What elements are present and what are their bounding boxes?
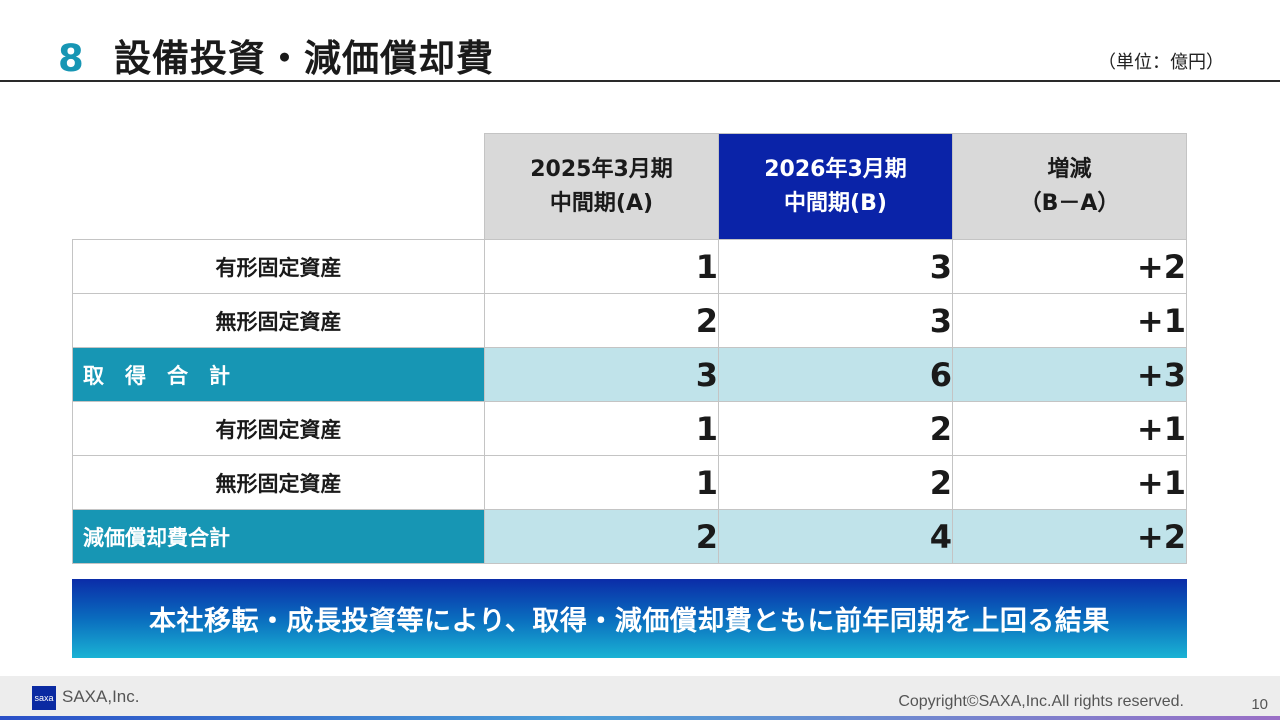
table-subtotal-row: 減価償却費合計 2 4 +2: [72, 509, 1187, 564]
column-header-line: 中間期(B): [784, 190, 887, 216]
table-row: 無形固定資産 2 3 +1: [72, 293, 1187, 348]
value-change: +1: [952, 401, 1187, 456]
page-title: 設備投資・減価償却費: [114, 37, 494, 80]
table-row: 無形固定資産 1 2 +1: [72, 455, 1187, 510]
value-current-period: 2: [718, 401, 953, 456]
value-prior-period: 1: [484, 239, 719, 294]
value-prior-period: 2: [484, 509, 719, 564]
value-change: +3: [952, 347, 1187, 402]
row-label: 無形固定資産: [72, 293, 485, 348]
column-header-line: 増減: [1047, 156, 1092, 182]
value-prior-period: 3: [484, 347, 719, 402]
company-name: SAXA,Inc.: [62, 687, 140, 706]
row-label: 有形固定資産: [72, 239, 485, 294]
capex-depreciation-table: 2025年3月期 中間期(A) 2026年3月期 中間期(B) 増減 （B－A）…: [72, 133, 1187, 564]
value-prior-period: 2: [484, 293, 719, 348]
copyright-notice: Copyright©SAXA,Inc.All rights reserved.: [898, 693, 1184, 710]
value-prior-period: 1: [484, 401, 719, 456]
column-header-current-period: 2026年3月期 中間期(B): [718, 133, 953, 240]
column-header-prior-period: 2025年3月期 中間期(A): [484, 133, 719, 240]
page-number: 10: [1251, 696, 1268, 713]
title-divider: [0, 80, 1280, 82]
header-blank-cell: [73, 134, 485, 240]
table-subtotal-row: 取 得 合 計 3 6 +3: [72, 347, 1187, 402]
value-change: +1: [952, 293, 1187, 348]
row-label: 取 得 合 計: [72, 347, 485, 402]
section-number: 8: [58, 37, 84, 80]
column-header-line: 中間期(A): [549, 190, 654, 216]
column-header-line: 2026年3月期: [764, 156, 907, 182]
column-header-change: 増減 （B－A）: [952, 133, 1187, 240]
value-change: +2: [952, 509, 1187, 564]
row-label: 無形固定資産: [72, 455, 485, 510]
summary-banner: 本社移転・成長投資等により、取得・減価償却費ともに前年同期を上回る結果: [72, 579, 1187, 658]
column-header-line: 2025年3月期: [530, 156, 673, 182]
column-header-line: （B－A）: [1019, 190, 1120, 216]
footer: saxa SAXA,Inc. Copyright©SAXA,Inc.All ri…: [0, 676, 1280, 720]
table-header-row: 2025年3月期 中間期(A) 2026年3月期 中間期(B) 増減 （B－A）: [73, 133, 1187, 240]
value-change: +2: [952, 239, 1187, 294]
value-change: +1: [952, 455, 1187, 510]
unit-label: （単位：億円）: [1098, 52, 1224, 73]
value-prior-period: 1: [484, 455, 719, 510]
value-current-period: 4: [718, 509, 953, 564]
slide-header: 8 設備投資・減価償却費 （単位：億円）: [0, 0, 1280, 82]
table-body: 有形固定資産 1 3 +2 無形固定資産 2 3 +1 取 得 合 計 3 6 +3 有形固定資産 1 2 +…: [72, 239, 1187, 564]
saxa-logo: saxa: [32, 686, 56, 710]
summary-text: 本社移転・成長投資等により、取得・減価償却費ともに前年同期を上回る結果: [149, 606, 1110, 637]
footer-stripe: [0, 716, 1280, 720]
row-label: 有形固定資産: [72, 401, 485, 456]
row-label: 減価償却費合計: [72, 509, 485, 564]
table-row: 有形固定資産 1 2 +1: [72, 401, 1187, 456]
value-current-period: 3: [718, 293, 953, 348]
table-row: 有形固定資産 1 3 +2: [72, 239, 1187, 294]
value-current-period: 2: [718, 455, 953, 510]
value-current-period: 3: [718, 239, 953, 294]
value-current-period: 6: [718, 347, 953, 402]
